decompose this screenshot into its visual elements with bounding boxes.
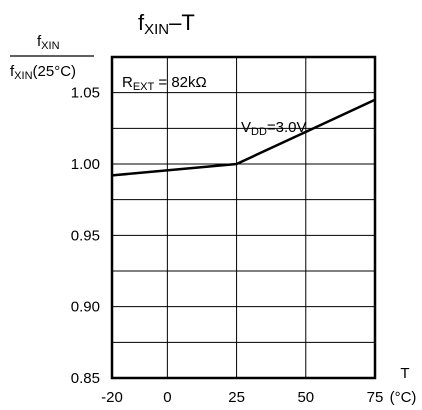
plot-border [110,55,377,380]
chart-title-subscript: XIN [144,21,169,38]
y-axis-label-numerator: fXIN [37,33,60,52]
rext-annotation: REXT = 82kΩ [122,74,207,93]
grid [112,57,375,378]
series-label-vdd: VDD=3.0V [241,119,307,138]
series-group [111,98,376,177]
x-tick-label: 50 [297,389,314,406]
y-tick-label: 1.00 [71,156,100,173]
x-tick-label: 25 [228,389,245,406]
plot-frame [110,55,377,380]
y-tick-label: 0.95 [71,227,100,244]
y-tick-label: 0.90 [71,299,100,316]
series-line-vdd-3v [111,98,376,177]
y-axis-label-denominator: fXIN(25°C) [10,63,76,82]
x-tick-labels: -20 0 25 50 75 [101,389,383,406]
y-tick-labels: 0.85 0.90 0.95 1.00 1.05 [71,85,100,387]
x-tick-label: 0 [163,389,171,406]
x-axis-unit: (°C) [390,389,417,406]
x-tick-label: -20 [101,389,123,406]
y-tick-label: 1.05 [71,85,100,102]
chart-title: fXIN–T [138,10,195,38]
x-axis-label: T [400,365,409,382]
x-tick-label: 75 [367,389,384,406]
y-tick-label: 0.85 [71,370,100,387]
